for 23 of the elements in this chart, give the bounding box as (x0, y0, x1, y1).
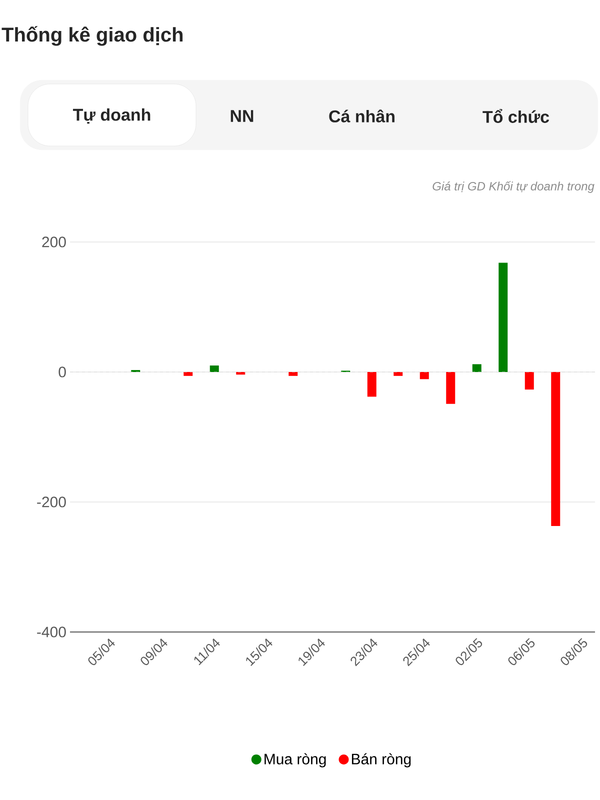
legend-label: Bán ròng (352, 753, 411, 768)
y-tick-label: 200 (42, 236, 66, 248)
bar (288, 372, 298, 376)
bar (367, 372, 376, 397)
bar (394, 372, 403, 376)
bar (472, 364, 482, 372)
chart-subtitle: Giá trị GD Khối tự doanh trong (432, 181, 594, 193)
legend-label: Mua ròng (264, 753, 326, 768)
text: Tự doanh (72, 108, 150, 124)
bar (498, 262, 508, 372)
y-tick-label: -200 (37, 496, 66, 508)
bar (446, 372, 456, 404)
bar (210, 366, 219, 372)
bar (184, 372, 193, 376)
chart-title: Thống kê giao dịch (2, 26, 183, 46)
text: Tổ chức (482, 109, 550, 123)
y-tick-label: -400 (37, 626, 66, 638)
text: Cá nhân (329, 110, 394, 122)
bar (551, 372, 560, 526)
text: NN (230, 110, 254, 122)
bar (524, 372, 534, 390)
bar (420, 372, 429, 380)
y-tick-label: 0 (58, 366, 66, 378)
